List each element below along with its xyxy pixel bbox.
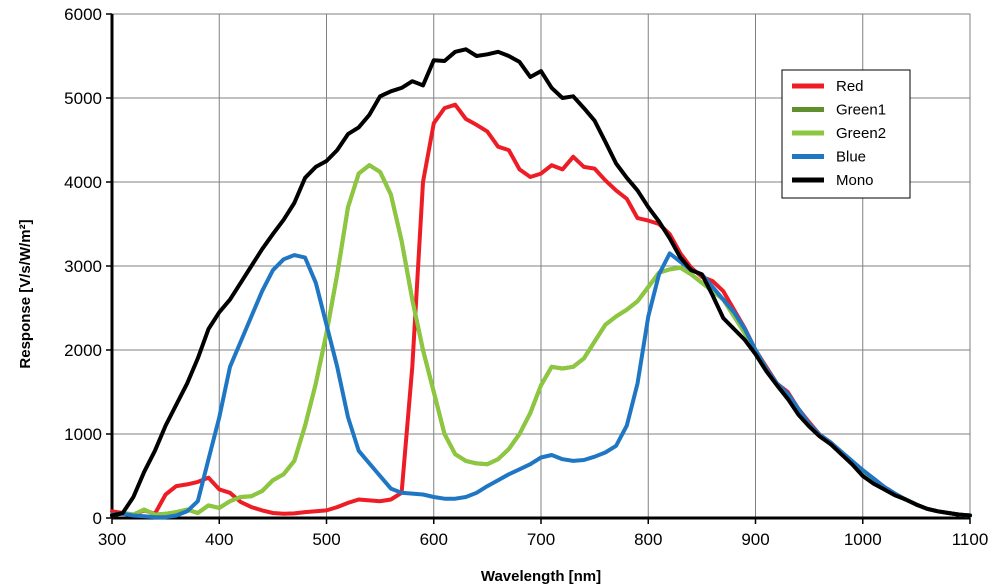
- y-tick-label: 2000: [64, 341, 102, 360]
- legend-label-green2: Green2: [836, 125, 886, 142]
- legend-label-blue: Blue: [836, 149, 866, 166]
- x-tick-label: 800: [634, 530, 662, 549]
- y-tick-label: 3000: [64, 257, 102, 276]
- y-tick-label: 4000: [64, 173, 102, 192]
- x-tick-label: 1100: [952, 530, 989, 549]
- tick-labels: 300 400 500 600 700 800 900 1000 1100 0 1000 2000 30…: [64, 5, 988, 549]
- y-tick-label: 0: [93, 509, 102, 528]
- legend-label-mono: Mono: [836, 172, 874, 189]
- y-tick-label: 1000: [64, 425, 102, 444]
- x-tick-label: 900: [741, 530, 769, 549]
- x-tick-label: 600: [420, 530, 448, 549]
- x-tick-label: 400: [205, 530, 233, 549]
- x-tick-label: 300: [98, 530, 126, 549]
- y-tick-label: 5000: [64, 89, 102, 108]
- series-lines: [110, 47, 972, 520]
- legend-label-green1: Green1: [836, 102, 886, 119]
- x-axis-title: Wavelength [nm]: [481, 568, 601, 585]
- series-mono-line: [110, 47, 972, 518]
- y-tick-label: 6000: [64, 5, 102, 24]
- legend: Red Green1 Green2 Blue Mono: [781, 69, 911, 199]
- legend-label-red: Red: [836, 78, 864, 95]
- y-axis-title: Response [V/s/W/m²]: [17, 219, 34, 368]
- axes: [106, 13, 971, 524]
- x-tick-label: 500: [312, 530, 340, 549]
- x-tick-label: 700: [527, 530, 555, 549]
- x-tick-label: 1000: [844, 530, 882, 549]
